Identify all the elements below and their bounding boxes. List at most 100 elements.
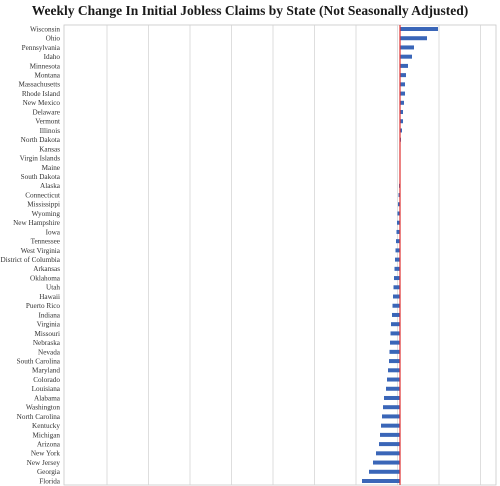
bar-district-of-columbia [395, 257, 400, 262]
bar-oklahoma [394, 276, 400, 281]
bar-new-hampshire [397, 220, 400, 225]
label-georgia: Georgia [37, 468, 61, 476]
label-arkansas: Arkansas [33, 265, 60, 273]
bar-nevada [389, 349, 400, 354]
bar-idaho [400, 54, 412, 59]
label-south-carolina: South Carolina [17, 357, 61, 365]
bar-georgia [369, 469, 400, 474]
label-utah: Utah [46, 284, 60, 292]
bar-south-carolina [389, 359, 400, 364]
bar-massachusetts [400, 82, 405, 87]
bar-wyoming [397, 211, 400, 216]
label-virginia: Virginia [37, 321, 61, 329]
bar-montana [400, 73, 406, 78]
bar-virginia [391, 322, 400, 327]
label-alaska: Alaska [40, 182, 61, 190]
label-maine: Maine [42, 164, 60, 172]
bar-delaware [400, 110, 403, 115]
bar-utah [393, 285, 400, 290]
bar-indiana [392, 312, 400, 317]
bar-illinois [400, 128, 402, 133]
label-louisiana: Louisiana [32, 385, 61, 393]
bar-mississippi [398, 202, 400, 207]
bar-arkansas [394, 266, 400, 271]
bar-colorado [387, 377, 400, 382]
chart-title: Weekly Change In Initial Jobless Claims … [31, 3, 469, 18]
bar-rhode-island [400, 91, 405, 96]
label-illinois: Illinois [40, 127, 61, 135]
label-kentucky: Kentucky [32, 422, 60, 430]
label-indiana: Indiana [38, 311, 60, 319]
label-vermont: Vermont [35, 118, 60, 126]
label-alabama: Alabama [34, 394, 61, 402]
bar-arizona [379, 442, 400, 447]
label-rhode-island: Rhode Island [22, 90, 61, 98]
bar-connecticut [398, 193, 400, 198]
label-new-mexico: New Mexico [23, 99, 61, 107]
label-nebraska: Nebraska [33, 339, 61, 347]
bar-alabama [384, 395, 400, 400]
label-mississippi: Mississippi [27, 201, 60, 209]
bar-tennessee [396, 239, 400, 244]
label-kansas: Kansas [39, 145, 60, 153]
bars [362, 27, 438, 483]
bar-michigan [380, 432, 400, 437]
bar-hawaii [393, 294, 400, 299]
label-missouri: Missouri [34, 330, 60, 338]
label-idaho: Idaho [44, 53, 61, 61]
label-new-york: New York [31, 450, 61, 458]
label-north-dakota: North Dakota [21, 136, 61, 144]
label-puerto-rico: Puerto Rico [26, 302, 61, 310]
label-north-carolina: North Carolina [17, 413, 61, 421]
label-pennsylvania: Pennsylvania [22, 44, 61, 52]
bar-missouri [390, 331, 400, 336]
bar-louisiana [386, 386, 400, 391]
label-west-virginia: West Virginia [21, 247, 61, 255]
label-maryland: Maryland [32, 367, 60, 375]
label-oklahoma: Oklahoma [30, 274, 61, 282]
label-massachusetts: Massachusetts [18, 81, 60, 89]
label-new-hampshire: New Hampshire [13, 219, 60, 227]
label-tennessee: Tennessee [31, 238, 60, 246]
label-district-of-columbia: District of Columbia [1, 256, 61, 264]
bar-north-carolina [382, 414, 400, 419]
bar-new-mexico [400, 100, 404, 105]
label-montana: Montana [34, 72, 60, 80]
label-hawaii: Hawaii [39, 293, 60, 301]
bar-kentucky [381, 423, 400, 428]
label-nevada: Nevada [38, 348, 61, 356]
bar-washington [383, 405, 400, 410]
bar-new-york [376, 451, 400, 456]
bar-maryland [388, 368, 400, 373]
bar-iowa [396, 229, 400, 234]
bar-west-virginia [395, 248, 400, 253]
bar-nebraska [390, 340, 400, 345]
bar-pennsylvania [400, 45, 414, 50]
label-washington: Washington [26, 404, 61, 412]
bar-wisconsin [400, 27, 438, 31]
label-new-jersey: New Jersey [27, 459, 61, 467]
bar-puerto-rico [392, 303, 400, 308]
label-ohio: Ohio [46, 35, 61, 43]
label-south-dakota: South Dakota [21, 173, 61, 181]
label-iowa: Iowa [46, 228, 61, 236]
label-michigan: Michigan [32, 431, 60, 439]
bar-florida [362, 479, 400, 483]
bar-vermont [400, 119, 403, 124]
label-arizona: Arizona [37, 441, 61, 449]
label-minnesota: Minnesota [30, 62, 61, 70]
bar-new-jersey [373, 460, 400, 465]
label-wyoming: Wyoming [32, 210, 61, 218]
plot-frame [63, 24, 497, 486]
bar-minnesota [400, 63, 408, 68]
gridlines [106, 25, 481, 485]
label-florida: Florida [39, 477, 61, 485]
label-connecticut: Connecticut [25, 191, 60, 199]
bar-ohio [400, 36, 427, 41]
label-wisconsin: Wisconsin [30, 25, 60, 33]
label-colorado: Colorado [33, 376, 60, 384]
label-virgin-islands: Virgin Islands [20, 155, 61, 163]
